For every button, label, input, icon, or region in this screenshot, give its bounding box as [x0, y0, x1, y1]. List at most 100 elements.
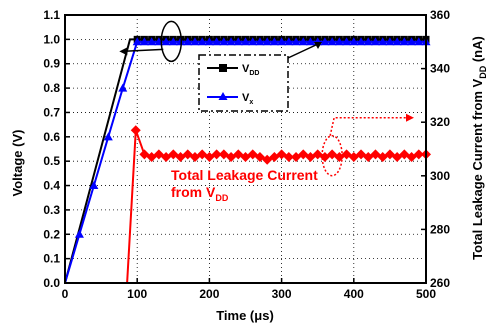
- data-point-vx: [298, 37, 308, 46]
- data-point-vx: [197, 37, 207, 46]
- y-left-tick-label: 0.6: [43, 130, 60, 144]
- y-left-tick-label: 0.8: [43, 81, 60, 95]
- data-point-vx: [233, 37, 243, 46]
- data-point-vx: [414, 37, 424, 46]
- data-point-vx: [190, 37, 200, 46]
- data-point-vx: [334, 37, 344, 46]
- legend-vdd-sub: DD: [249, 70, 259, 77]
- data-point-vx: [277, 37, 287, 46]
- left-axis-arrowhead: [119, 47, 128, 56]
- data-point-vx: [161, 37, 171, 46]
- x-tick-label: 500: [416, 287, 436, 301]
- x-title-end: s): [262, 308, 274, 323]
- data-point-vx: [248, 37, 258, 46]
- y-right-tick-label: 280: [430, 222, 450, 236]
- y-left-axis-title: Voltage (V): [10, 130, 25, 197]
- data-point-vx: [132, 37, 142, 46]
- legend-arrow-line: [287, 43, 319, 59]
- data-point-vx: [147, 37, 157, 46]
- data-point-vx: [74, 229, 84, 238]
- data-point-vx: [219, 37, 229, 46]
- y-left-tick-label: 1.1: [43, 8, 60, 22]
- data-point-vx: [241, 37, 250, 46]
- x-tick-label: 100: [127, 287, 147, 301]
- data-point-total-leakage-current-from-vdd: [130, 125, 141, 136]
- x-title-main: Time (: [216, 308, 255, 323]
- data-point-vx: [407, 37, 417, 46]
- y-right-tick-label: 320: [430, 115, 450, 129]
- legend-vx-label: Vx: [242, 92, 253, 106]
- x-title-mu: μ: [254, 308, 262, 323]
- right-axis-arrow-line: [329, 116, 406, 136]
- y-left-tick-label: 0.7: [43, 105, 60, 119]
- data-point-total-leakage-current-from-vdd: [413, 149, 424, 160]
- data-point-vx: [291, 37, 301, 46]
- data-point-vx: [370, 37, 380, 46]
- x-tick-label: 200: [199, 287, 219, 301]
- y-right-title-sub: DD: [478, 65, 487, 78]
- data-point-vx: [385, 37, 395, 46]
- y-left-tick-label: 0.9: [43, 57, 60, 71]
- leakage-highlight-ellipse: [321, 134, 343, 177]
- data-point-total-leakage-current-from-vdd: [283, 152, 294, 163]
- legend-arrowhead: [314, 42, 322, 49]
- plot-frame: [64, 14, 427, 284]
- vdd-highlight-ellipse: [160, 20, 183, 63]
- data-point-vx: [262, 37, 272, 46]
- legend-vdd-label: VDD: [242, 63, 259, 77]
- data-point-vx: [204, 37, 214, 46]
- data-point-vx: [183, 37, 193, 46]
- data-point-vx: [255, 37, 265, 46]
- y-right-tick-label: 260: [430, 276, 450, 290]
- y-right-tick-label: 340: [430, 62, 450, 76]
- legend-vx-marker: [218, 92, 228, 100]
- x-tick-label: 0: [62, 287, 69, 301]
- data-point-vx: [284, 37, 294, 46]
- leakage-annotation-sub: DD: [215, 193, 228, 203]
- y-left-tick-label: 0.1: [43, 252, 60, 266]
- y-right-tick-label: 300: [430, 169, 450, 183]
- data-point-vx: [212, 37, 222, 46]
- legend-vdd-text: V: [242, 63, 250, 75]
- y-left-tick-label: 0.5: [43, 154, 60, 168]
- y-right-title-main: Total Leakage Current from V: [470, 78, 485, 259]
- series-line-vx: [64, 40, 426, 284]
- y-right-tick-label: 360: [430, 8, 450, 22]
- left-axis-arrow-line: [123, 48, 164, 53]
- data-point-vx: [139, 37, 149, 46]
- y-left-tick-label: 1.0: [43, 32, 60, 46]
- legend: VDD Vx: [198, 54, 289, 112]
- y-left-tick-label: 0.2: [43, 227, 60, 241]
- leakage-annotation-from: from V: [171, 184, 216, 200]
- leakage-annotation-line2: from VDD: [171, 184, 229, 203]
- y-left-tick-label: 0.3: [43, 203, 60, 217]
- y-left-tick-label: 0.0: [43, 276, 60, 290]
- y-right-title-end: (nA): [470, 36, 485, 66]
- data-point-vx: [305, 37, 315, 46]
- data-point-vx: [378, 37, 388, 46]
- right-axis-arrowhead: [406, 113, 414, 122]
- axes: 0.0 0.1 0.2 0.3 0.4 0.5 0.6 0.7 0.8 0.9 1.0 1.1 260 2…: [43, 8, 450, 301]
- legend-vdd-marker: [219, 64, 227, 72]
- x-tick-label: 400: [344, 287, 364, 301]
- data-point-vx: [168, 37, 178, 46]
- y-left-tick-label: 0.4: [43, 179, 60, 193]
- series-layer: [64, 35, 431, 284]
- data-point-vx: [342, 37, 352, 46]
- data-point-vx: [356, 37, 366, 46]
- legend-vx-sub: x: [249, 99, 253, 106]
- x-axis-title: Time (μs): [216, 308, 274, 323]
- y-right-axis-title: Total Leakage Current from VDD (nA): [470, 36, 487, 260]
- data-point-vx: [399, 37, 409, 46]
- data-point-vx: [118, 83, 128, 92]
- annotations: [119, 20, 414, 177]
- data-point-vx: [320, 37, 330, 46]
- data-point-vx: [327, 37, 337, 46]
- legend-vx-text: V: [242, 92, 250, 104]
- data-point-vx: [226, 37, 236, 46]
- data-point-vx: [176, 37, 186, 46]
- data-point-vx: [89, 181, 99, 190]
- data-point-vx: [363, 37, 373, 46]
